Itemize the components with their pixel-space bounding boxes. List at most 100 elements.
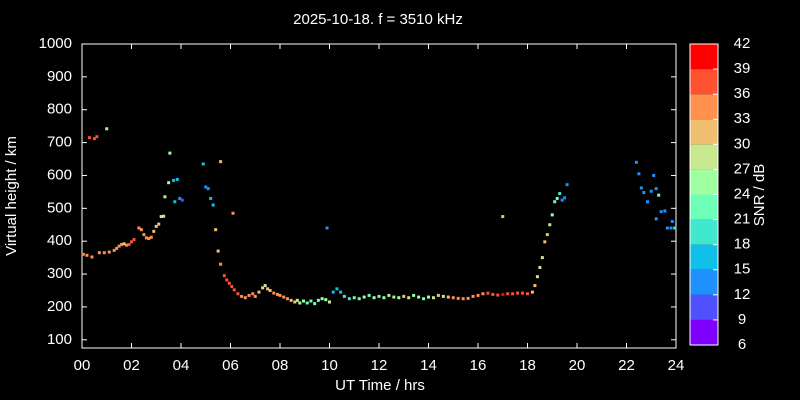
colorbar-tick-label: 39 xyxy=(734,60,751,77)
data-point xyxy=(325,226,329,230)
colorbar-tick-label: 27 xyxy=(734,160,751,177)
data-point xyxy=(211,203,215,207)
data-point xyxy=(670,219,674,223)
data-point xyxy=(634,160,638,164)
colorbar-swatch xyxy=(690,44,718,70)
y-tick-label: 800 xyxy=(47,101,72,118)
data-point xyxy=(342,294,346,298)
data-point xyxy=(347,297,351,301)
colorbar-swatch xyxy=(690,94,718,120)
data-point xyxy=(476,293,480,297)
data-point xyxy=(642,191,646,195)
data-point xyxy=(451,296,455,300)
data-point xyxy=(122,242,126,246)
data-point xyxy=(652,173,656,177)
data-point xyxy=(175,177,179,181)
y-tick-label: 1000 xyxy=(39,35,72,52)
data-point xyxy=(261,286,265,290)
data-point xyxy=(204,185,208,189)
data-point xyxy=(372,296,376,300)
data-point xyxy=(560,198,564,202)
data-point xyxy=(352,296,356,300)
data-point xyxy=(285,297,289,301)
data-point xyxy=(526,292,529,296)
x-tick-label: 18 xyxy=(519,357,536,374)
data-point xyxy=(137,226,141,230)
colorbar-tick-label: 6 xyxy=(738,336,746,353)
plot-frame xyxy=(81,43,677,349)
data-point xyxy=(654,187,658,191)
data-point xyxy=(461,297,465,301)
colorbar-tick-label: 12 xyxy=(734,286,751,303)
data-point xyxy=(565,183,569,187)
data-point xyxy=(225,278,229,282)
data-point xyxy=(152,229,156,233)
colorbar-swatch xyxy=(690,169,718,195)
colorbar-swatch xyxy=(690,319,718,345)
data-point xyxy=(558,192,562,196)
data-point xyxy=(533,284,537,288)
colorbar-swatch xyxy=(690,144,718,170)
y-tick-label: 200 xyxy=(47,298,72,315)
data-point xyxy=(422,297,426,301)
y-tick-label: 500 xyxy=(47,199,72,216)
data-point xyxy=(206,187,210,191)
x-tick-label: 20 xyxy=(569,357,586,374)
chart-title: 2025-10-18. f = 3510 kHz xyxy=(293,11,463,28)
x-tick-label: 12 xyxy=(371,357,388,374)
x-axis-label: UT Time / hrs xyxy=(335,377,425,394)
data-point xyxy=(298,301,302,305)
data-point xyxy=(659,210,663,214)
data-point xyxy=(646,200,650,204)
data-point xyxy=(545,233,549,237)
data-point xyxy=(555,196,559,200)
x-tick-label: 00 xyxy=(74,357,91,374)
x-tick-label: 04 xyxy=(173,357,190,374)
data-point xyxy=(663,209,667,213)
data-point xyxy=(120,242,124,246)
colorbar-tick-label: 21 xyxy=(734,211,751,228)
data-point xyxy=(201,162,205,166)
data-point xyxy=(178,196,182,200)
colorbar-swatch xyxy=(690,294,718,320)
data-point xyxy=(139,228,143,232)
data-point xyxy=(147,237,151,241)
data-point xyxy=(81,252,85,256)
data-point xyxy=(491,292,495,296)
data-point xyxy=(392,295,396,299)
data-point xyxy=(92,137,96,141)
data-point xyxy=(535,275,539,279)
colorbar-tick-label: 15 xyxy=(734,261,751,278)
data-point xyxy=(654,217,658,221)
data-point xyxy=(127,242,131,246)
data-point xyxy=(407,296,411,300)
data-point xyxy=(293,300,297,304)
data-point xyxy=(316,298,320,302)
data-point xyxy=(240,294,244,298)
y-tick-label: 400 xyxy=(47,232,72,249)
data-point xyxy=(402,294,406,298)
x-tick-label: 14 xyxy=(420,357,437,374)
data-point xyxy=(295,298,299,302)
data-point xyxy=(553,200,557,204)
data-point xyxy=(540,256,544,260)
data-point xyxy=(521,291,525,295)
data-point xyxy=(417,295,421,299)
data-point xyxy=(163,195,167,199)
data-point xyxy=(387,293,391,297)
colorbar-label: SNR / dB xyxy=(751,164,768,227)
y-tick-label: 900 xyxy=(47,68,72,85)
data-point xyxy=(219,262,223,266)
x-tick-label: 16 xyxy=(470,357,487,374)
x-tick-label: 24 xyxy=(668,357,685,374)
data-point xyxy=(362,295,366,299)
data-point xyxy=(501,292,505,296)
data-point xyxy=(159,215,163,219)
data-point xyxy=(231,211,235,215)
data-point xyxy=(335,287,339,291)
data-point xyxy=(320,297,324,301)
data-point xyxy=(230,285,234,289)
data-point xyxy=(157,222,161,226)
data-point xyxy=(481,292,485,296)
data-point xyxy=(144,236,148,240)
